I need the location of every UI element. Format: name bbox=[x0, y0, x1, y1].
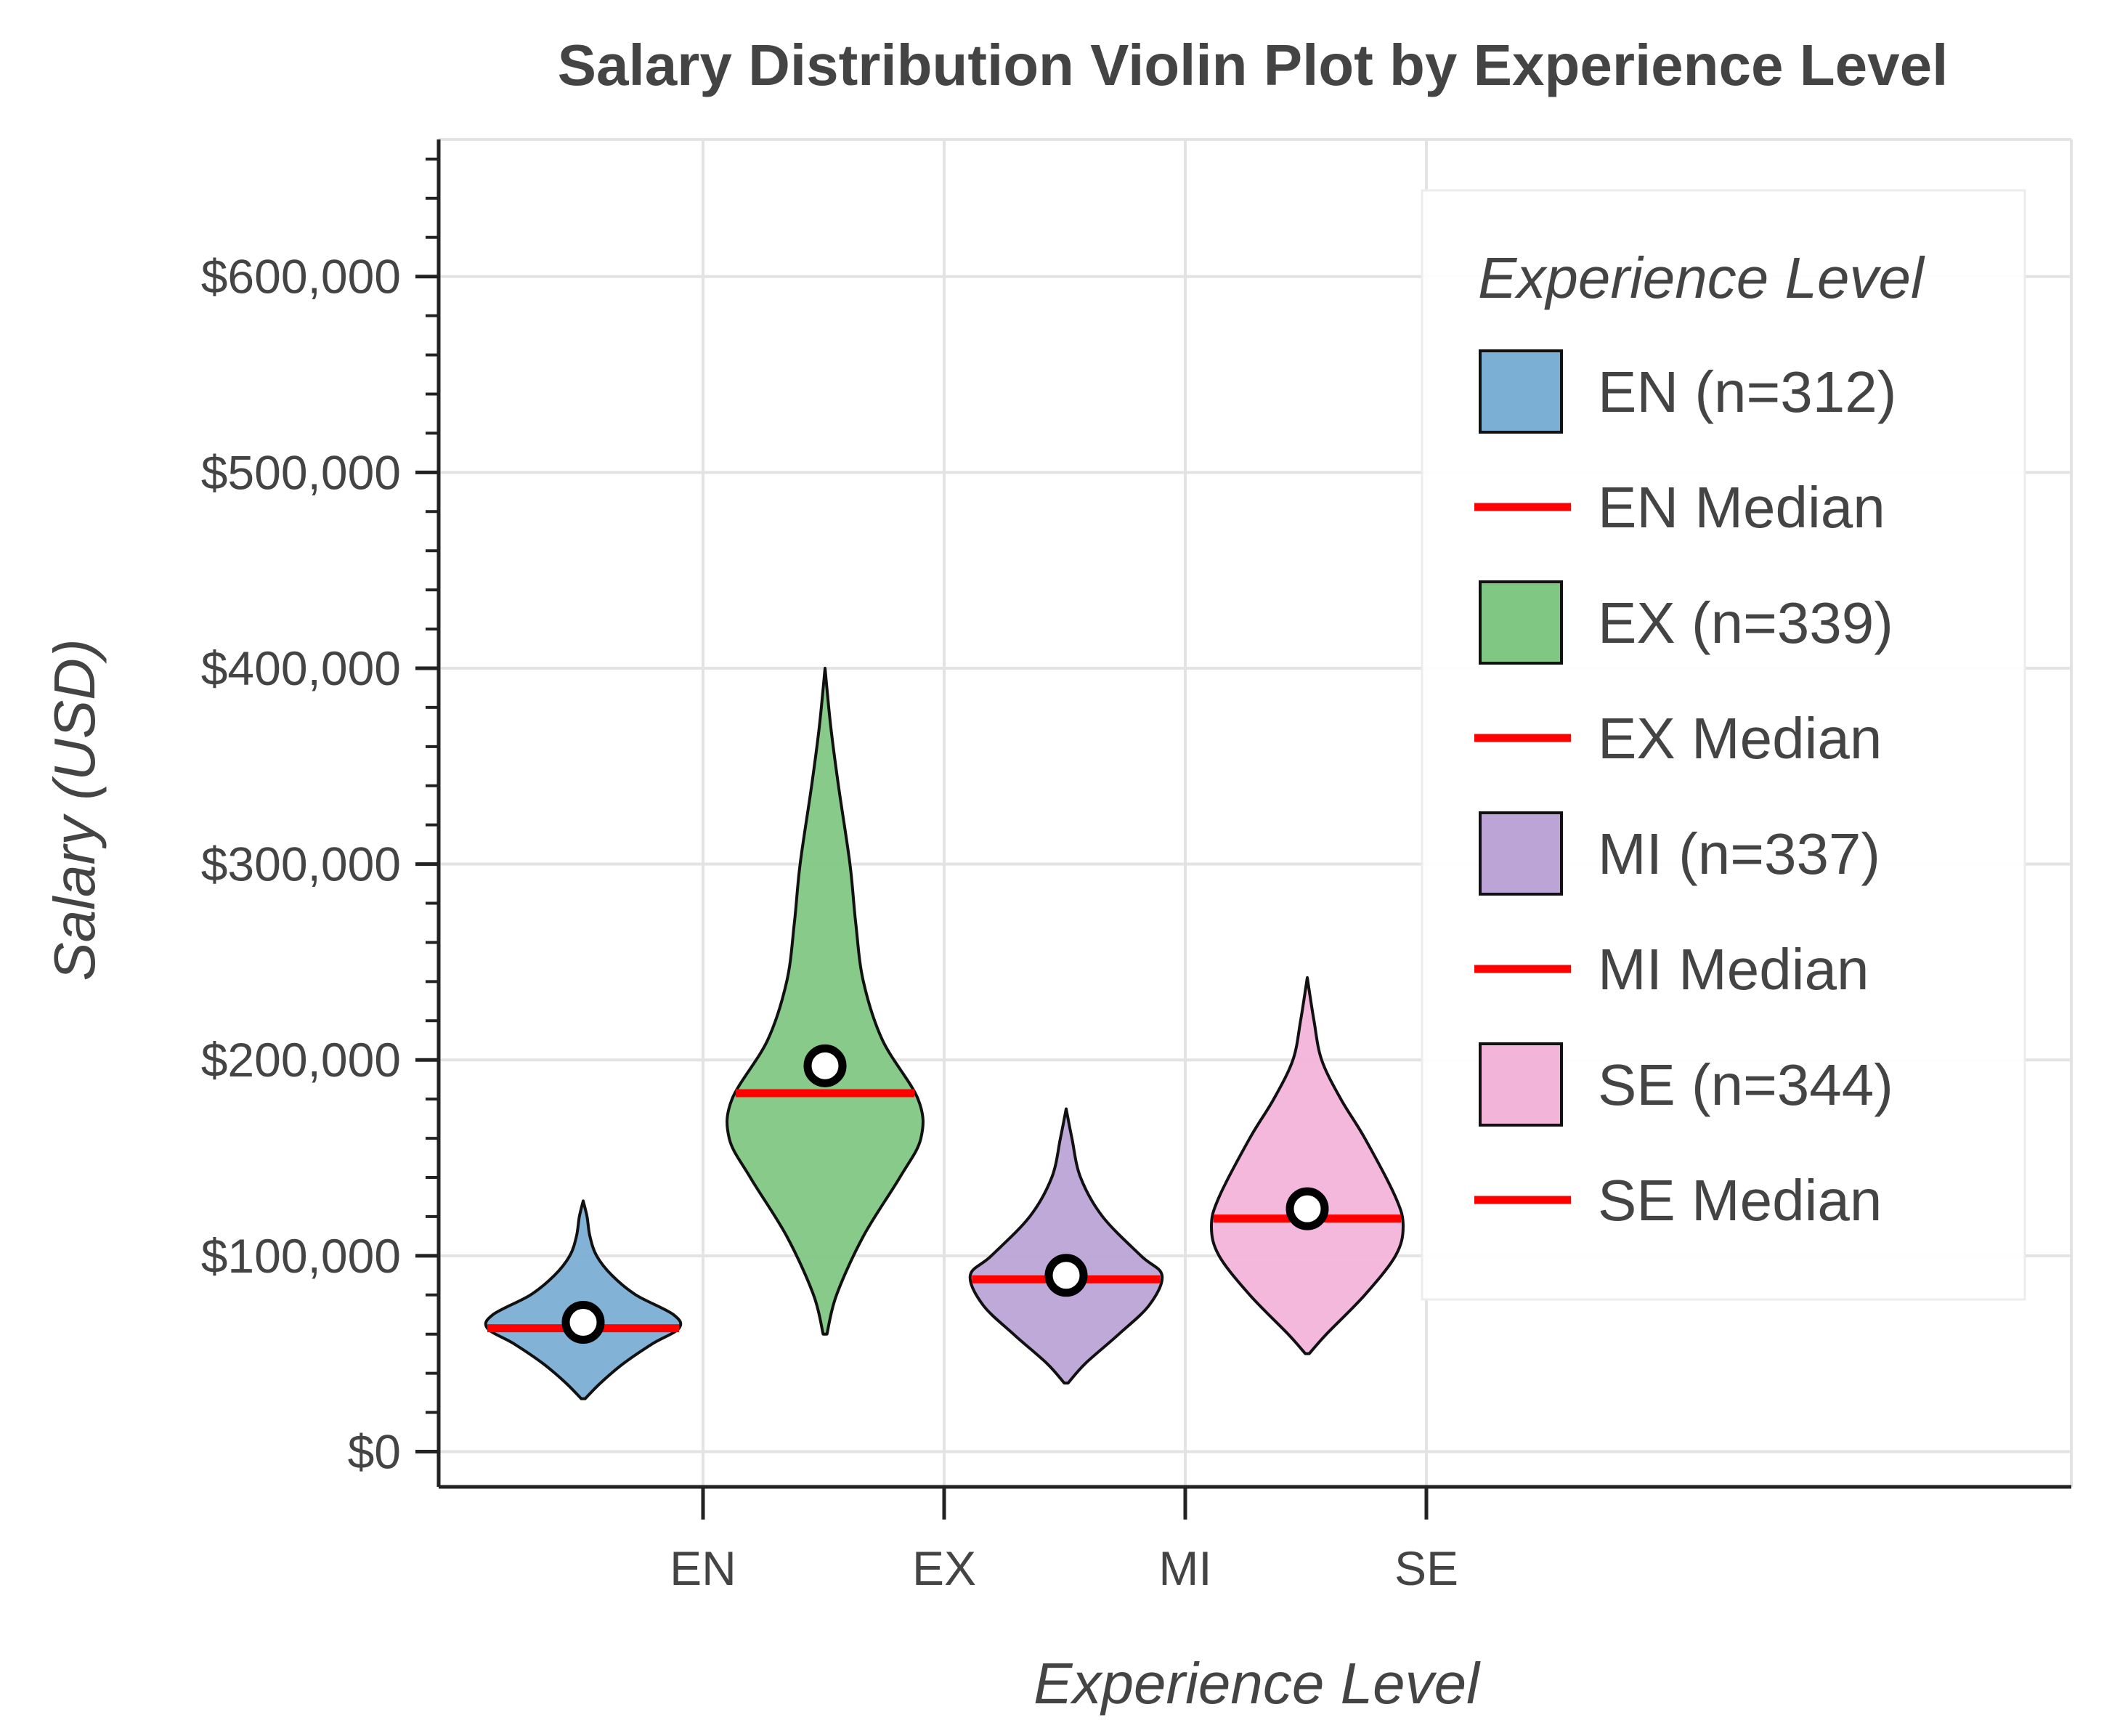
x-axis-label: Experience Level bbox=[1033, 1651, 1481, 1716]
y-axis-label: Salary (USD) bbox=[42, 638, 107, 981]
violin-layer bbox=[484, 666, 1405, 1400]
legend-label: EX (n=339) bbox=[1598, 591, 1893, 655]
x-tick-label: EX bbox=[912, 1541, 976, 1595]
violin-ex bbox=[726, 666, 925, 1336]
legend-swatch-se bbox=[1479, 1042, 1563, 1127]
chart-title: Salary Distribution Violin Plot by Exper… bbox=[558, 33, 1949, 97]
legend-median-label: EN Median bbox=[1598, 475, 1885, 540]
y-tick-label: $500,000 bbox=[201, 445, 401, 499]
y-tick-label: $200,000 bbox=[201, 1033, 401, 1087]
legend-label: MI (n=337) bbox=[1598, 822, 1880, 886]
legend-swatch-ex bbox=[1479, 580, 1563, 665]
mean-marker-se bbox=[1285, 1187, 1329, 1230]
violin-en bbox=[484, 1199, 683, 1400]
x-tick-label: EN bbox=[670, 1541, 736, 1595]
y-tick-label: $300,000 bbox=[201, 837, 401, 891]
y-tick-label: $600,000 bbox=[201, 250, 401, 304]
x-tick-label: SE bbox=[1394, 1541, 1458, 1595]
legend-swatch-en bbox=[1479, 349, 1563, 434]
legend-median-label: EX Median bbox=[1598, 706, 1882, 771]
mean-marker-en bbox=[561, 1301, 605, 1344]
legend-label: SE (n=344) bbox=[1598, 1052, 1893, 1117]
x-tick-label: MI bbox=[1158, 1541, 1211, 1595]
axis-layer: $0 $100,000 $200,000 $300,000 $400,000 $500,0… bbox=[201, 139, 2071, 1595]
legend-median-label: SE Median bbox=[1598, 1168, 1882, 1233]
y-tick-label: $100,000 bbox=[201, 1229, 401, 1283]
mean-marker-mi bbox=[1044, 1254, 1088, 1297]
legend-swatch-mi bbox=[1479, 811, 1563, 896]
legend-label: EN (n=312) bbox=[1598, 360, 1896, 424]
violin-se bbox=[1210, 976, 1405, 1355]
y-tick-label: $400,000 bbox=[201, 641, 401, 695]
mean-marker-ex bbox=[803, 1044, 847, 1087]
legend: Experience Level EN (n=312) EN Median EX (n… bbox=[1421, 189, 2026, 1301]
legend-title: Experience Level bbox=[1478, 246, 1925, 310]
y-tick-label: $0 bbox=[348, 1424, 401, 1478]
violin-mi bbox=[968, 1107, 1164, 1385]
legend-median-label: MI Median bbox=[1598, 937, 1869, 1002]
